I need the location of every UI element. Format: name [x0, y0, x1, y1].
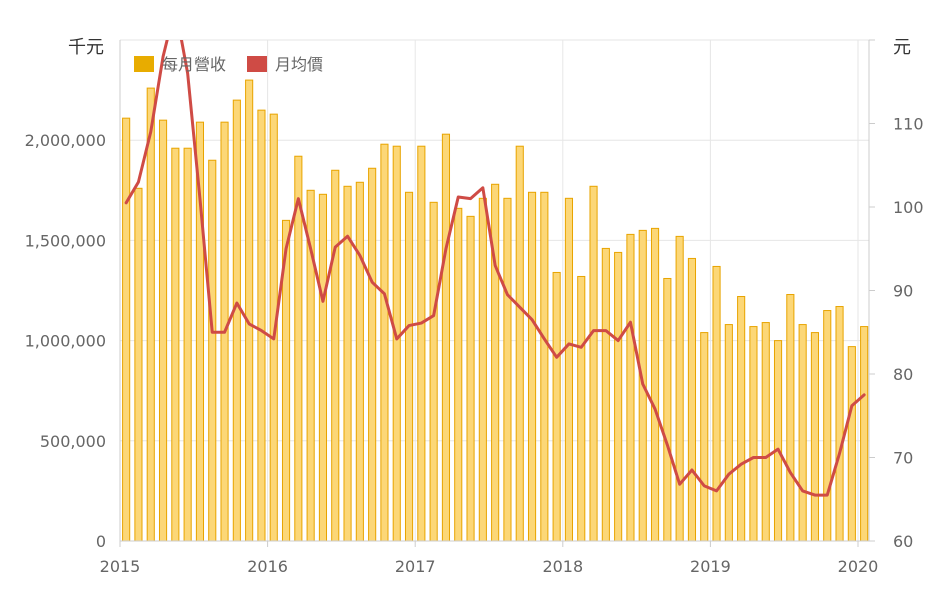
legend-item-price[interactable]: 月均價 — [247, 55, 323, 74]
legend-label-price: 月均價 — [275, 55, 323, 74]
revenue-bar[interactable] — [847, 346, 856, 542]
left-tick-label: 1,500,000 — [25, 231, 106, 250]
left-tick-label: 1,000,000 — [25, 332, 106, 351]
revenue-bar[interactable] — [122, 117, 131, 542]
right-tick-label: 100 — [893, 198, 924, 217]
revenue-bar[interactable] — [724, 324, 733, 542]
revenue-bar[interactable] — [355, 181, 364, 542]
x-tick-label: 2019 — [690, 557, 731, 576]
revenue-bar[interactable] — [429, 201, 438, 542]
revenue-bar[interactable] — [675, 235, 684, 542]
right-tick-label: 80 — [893, 365, 913, 384]
legend-item-revenue[interactable]: 每月營收 — [134, 55, 226, 74]
price-line-layer — [124, 7, 866, 497]
revenue-bar[interactable] — [417, 145, 426, 542]
revenue-bar[interactable] — [380, 143, 389, 542]
revenue-bar[interactable] — [737, 296, 746, 542]
x-tick-label: 2015 — [100, 557, 141, 576]
revenue-bar[interactable] — [749, 326, 758, 542]
revenue-bar[interactable] — [232, 99, 241, 542]
legend-label-revenue: 每月營收 — [162, 55, 226, 74]
grid-lines — [119, 39, 869, 542]
legend[interactable]: 每月營收 月均價 — [134, 55, 323, 74]
revenue-bar[interactable] — [773, 340, 783, 542]
revenue-bar[interactable] — [786, 294, 795, 542]
revenue-bar[interactable] — [798, 324, 807, 542]
right-tick-label: 60 — [893, 532, 913, 551]
revenue-bars — [122, 79, 869, 542]
revenue-bar[interactable] — [700, 332, 709, 542]
revenue-bar[interactable] — [687, 257, 697, 542]
x-tick-label: 2017 — [395, 557, 436, 576]
left-tick-label: 0 — [96, 532, 106, 551]
revenue-bar[interactable] — [552, 271, 561, 542]
legend-swatch-price — [247, 56, 267, 72]
revenue-bar[interactable] — [478, 197, 487, 542]
revenue-bar[interactable] — [158, 119, 168, 542]
axes: 0 500,000 1,000,000 1,500,000 2,000,000 60 70 8… — [25, 39, 924, 576]
revenue-bar[interactable] — [183, 147, 192, 542]
revenue-bar[interactable] — [823, 310, 832, 542]
revenue-bar[interactable] — [134, 187, 143, 542]
revenue-bar[interactable] — [540, 191, 549, 542]
revenue-bar[interactable] — [650, 227, 660, 542]
revenue-bar[interactable] — [564, 197, 574, 542]
revenue-bar[interactable] — [331, 169, 340, 542]
revenue-bar[interactable] — [208, 159, 217, 542]
revenue-bar[interactable] — [810, 332, 820, 542]
revenue-bar[interactable] — [491, 183, 500, 542]
revenue-bar[interactable] — [257, 109, 266, 542]
x-tick-label: 2020 — [838, 557, 879, 576]
revenue-bar[interactable] — [712, 265, 721, 542]
revenue-bar[interactable] — [454, 207, 463, 542]
revenue-bar[interactable] — [368, 167, 377, 542]
revenue-bar[interactable] — [392, 145, 401, 542]
revenue-bar[interactable] — [146, 87, 155, 542]
revenue-bar[interactable] — [761, 322, 770, 542]
revenue-bar[interactable] — [577, 275, 586, 542]
revenue-bar[interactable] — [503, 197, 512, 542]
revenue-bar[interactable] — [589, 185, 598, 542]
revenue-bar[interactable] — [441, 133, 451, 542]
legend-swatch-revenue — [134, 56, 154, 72]
price-series-line[interactable] — [124, 7, 866, 497]
x-tick-label: 2016 — [247, 557, 288, 576]
revenue-bar[interactable] — [171, 147, 180, 542]
revenue-bar[interactable] — [626, 233, 635, 542]
left-tick-label: 2,000,000 — [25, 131, 106, 150]
revenue-bar[interactable] — [614, 251, 623, 542]
revenue-bar[interactable] — [860, 326, 869, 542]
right-axis-unit: 元 — [893, 37, 911, 58]
right-tick-label: 70 — [893, 449, 913, 468]
left-tick-label: 500,000 — [40, 432, 106, 451]
right-tick-label: 90 — [893, 282, 913, 301]
revenue-bar[interactable] — [835, 306, 844, 542]
revenue-bar[interactable] — [466, 215, 475, 542]
x-tick-label: 2018 — [542, 557, 583, 576]
left-axis-unit: 千元 — [68, 37, 104, 58]
revenue-bar[interactable] — [515, 145, 524, 542]
revenue-bar[interactable] — [245, 79, 254, 542]
revenue-bar[interactable] — [527, 191, 537, 542]
revenue-bar[interactable] — [601, 247, 610, 542]
revenue-bar[interactable] — [404, 191, 414, 542]
right-tick-label: 110 — [893, 115, 924, 134]
revenue-bar[interactable] — [318, 193, 328, 542]
revenue-bar[interactable] — [663, 277, 672, 542]
